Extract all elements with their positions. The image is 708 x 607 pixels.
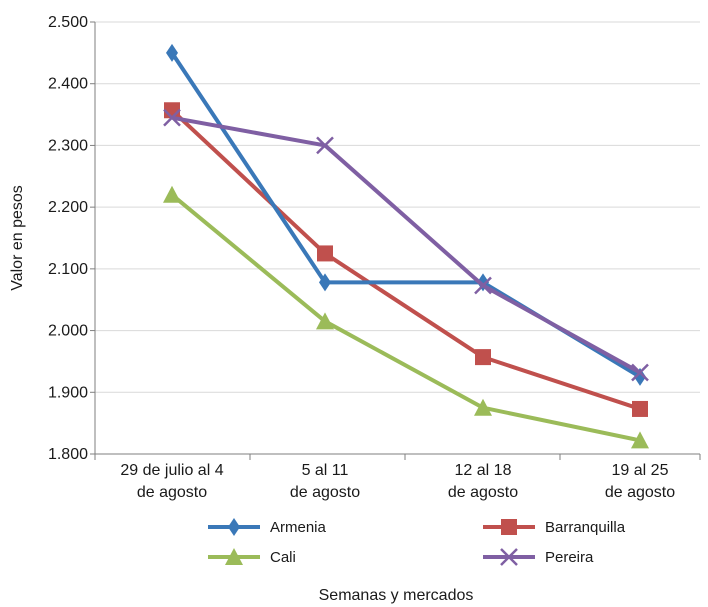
x-tick-label: de agosto (605, 484, 675, 501)
data-point-marker (166, 43, 178, 62)
data-point-marker (316, 136, 334, 155)
data-point-marker (163, 108, 181, 127)
legend-label: Barranquilla (545, 519, 626, 536)
y-tick-label: 2.000 (48, 323, 88, 340)
y-tick-label: 2.300 (48, 137, 88, 154)
data-point-marker (225, 548, 243, 565)
y-tick-label: 2.500 (48, 14, 88, 31)
series-line-barranquilla (170, 108, 641, 411)
y-tick-label: 2.400 (48, 76, 88, 93)
legend-item-armenia: Armenia (208, 518, 327, 536)
x-tick-label: 19 al 25 (612, 462, 669, 479)
data-point-marker (163, 185, 181, 203)
legend-label: Armenia (270, 519, 327, 536)
data-point-marker (500, 548, 518, 566)
legend-item-pereira: Pereira (483, 548, 594, 566)
data-point-marker (164, 102, 180, 119)
data-point-marker (228, 518, 240, 536)
y-tick-labels: 1.800 1.900 2.000 2.100 2.200 2.300 2.400 2.500 (48, 14, 88, 463)
data-point-marker (474, 276, 492, 295)
y-tick-label: 1.900 (48, 384, 88, 401)
series-line-pereira (171, 115, 641, 375)
gridlines (95, 21, 700, 393)
axes (90, 21, 701, 460)
series-line-cali (170, 193, 641, 443)
data-point-marker (631, 363, 649, 382)
data-point-marker (317, 245, 333, 262)
legend-item-barranquilla: Barranquilla (483, 519, 626, 536)
data-point-marker (475, 349, 491, 366)
data-point-marker (316, 312, 334, 330)
legend-item-cali: Cali (208, 548, 296, 566)
y-tick-label: 1.800 (48, 446, 88, 463)
y-tick-label: 2.100 (48, 261, 88, 278)
legend: Armenia Barranquilla Cali Pereira (208, 518, 626, 566)
x-tick-label: 29 de julio al 4 (120, 462, 223, 479)
x-tick-label: 5 al 11 (302, 462, 349, 479)
data-point-marker (474, 398, 492, 416)
y-tick-label: 2.200 (48, 199, 88, 216)
x-axis-title: Semanas y mercados (319, 587, 474, 604)
data-point-marker (501, 519, 517, 535)
y-axis-title: Valor en pesos (9, 185, 26, 291)
x-tick-label: de agosto (290, 484, 360, 501)
x-tick-label: de agosto (448, 484, 518, 501)
data-point-marker (631, 431, 649, 449)
x-tick-label: 12 al 18 (455, 462, 512, 479)
x-tick-labels: 29 de julio al 4 de agosto 5 al 11 de agost… (120, 462, 675, 501)
x-tick-label: de agosto (137, 484, 207, 501)
series-group (163, 43, 649, 449)
data-point-marker (319, 273, 331, 292)
legend-label: Cali (270, 549, 296, 566)
legend-label: Pereira (545, 549, 594, 566)
data-point-marker (632, 400, 648, 417)
